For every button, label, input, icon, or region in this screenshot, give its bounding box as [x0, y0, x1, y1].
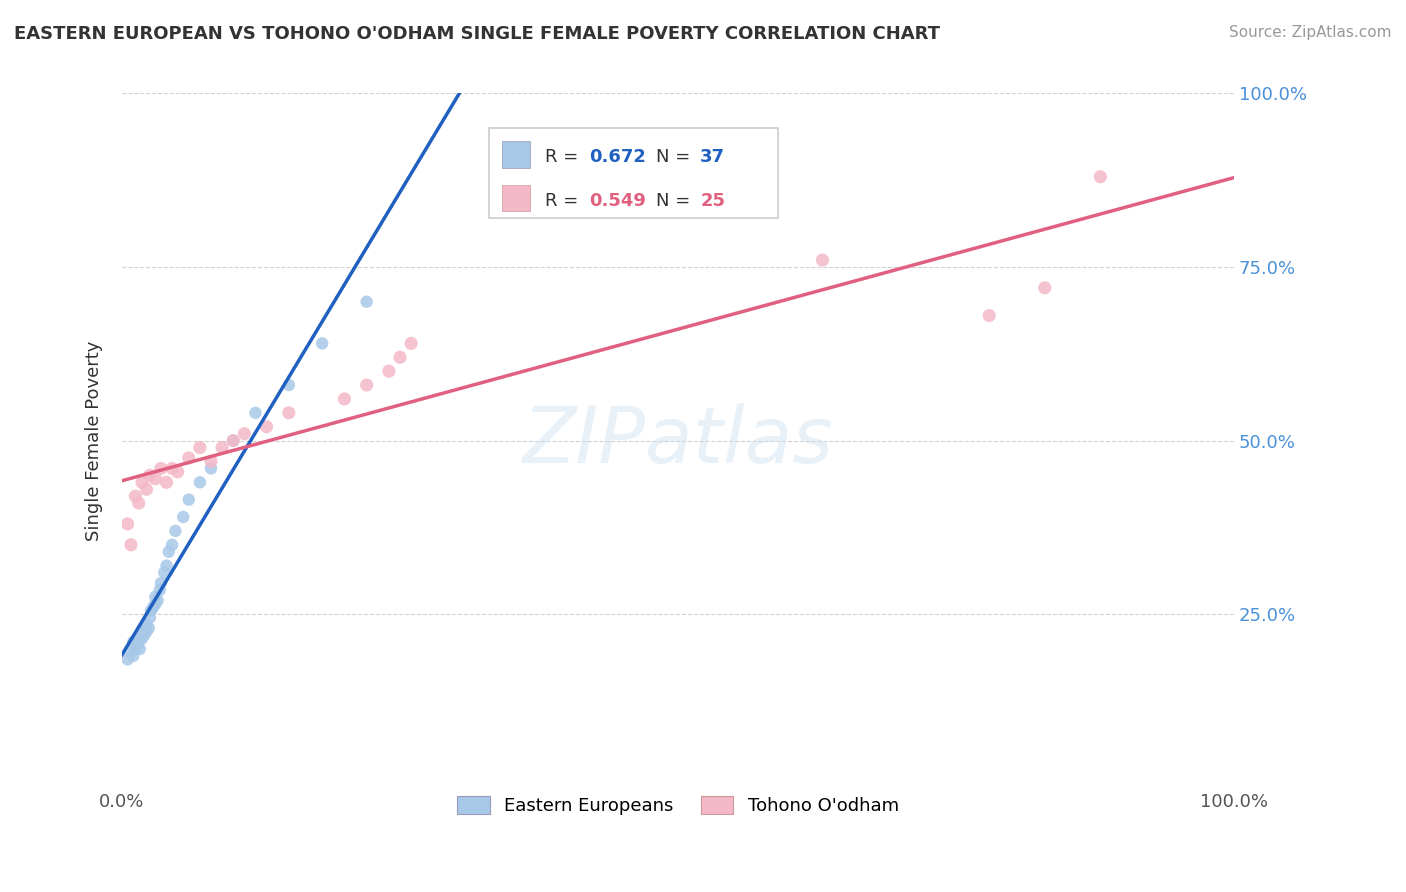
Text: R =: R =	[544, 148, 583, 166]
Text: 0.672: 0.672	[589, 148, 645, 166]
Text: 25: 25	[700, 192, 725, 210]
Point	[149, 461, 172, 475]
Point	[139, 604, 162, 618]
Point	[120, 538, 142, 552]
Point	[160, 461, 183, 475]
Point	[388, 351, 411, 365]
Point	[145, 597, 167, 611]
Point	[333, 392, 356, 406]
Point	[311, 336, 333, 351]
Point	[120, 645, 142, 659]
Point	[134, 621, 156, 635]
Point	[277, 406, 299, 420]
Point	[131, 475, 153, 490]
Point	[145, 472, 167, 486]
Point	[256, 419, 278, 434]
Text: Source: ZipAtlas.com: Source: ZipAtlas.com	[1229, 25, 1392, 40]
Legend: Eastern Europeans, Tohono O'odham: Eastern Europeans, Tohono O'odham	[449, 787, 908, 824]
FancyBboxPatch shape	[502, 141, 530, 168]
Point	[188, 441, 211, 455]
Point	[245, 406, 267, 420]
Point	[146, 593, 169, 607]
Point	[211, 441, 233, 455]
Text: ZIPatlas: ZIPatlas	[523, 402, 834, 479]
Text: N =: N =	[655, 192, 696, 210]
Point	[128, 642, 150, 657]
Point	[134, 628, 156, 642]
Y-axis label: Single Female Poverty: Single Female Poverty	[86, 341, 103, 541]
Point	[122, 648, 145, 663]
Point	[399, 336, 422, 351]
Point	[122, 635, 145, 649]
Point	[157, 545, 180, 559]
Point	[138, 621, 160, 635]
Point	[233, 426, 256, 441]
Text: EASTERN EUROPEAN VS TOHONO O'ODHAM SINGLE FEMALE POVERTY CORRELATION CHART: EASTERN EUROPEAN VS TOHONO O'ODHAM SINGL…	[14, 25, 941, 43]
Point	[117, 652, 139, 666]
Point	[356, 378, 378, 392]
Point	[1090, 169, 1112, 184]
Point	[277, 378, 299, 392]
Point	[135, 624, 157, 639]
Text: 37: 37	[700, 148, 725, 166]
Point	[139, 610, 162, 624]
Point	[142, 600, 165, 615]
FancyBboxPatch shape	[489, 128, 778, 219]
Point	[188, 475, 211, 490]
Point	[149, 576, 172, 591]
Text: 0.549: 0.549	[589, 192, 645, 210]
Text: N =: N =	[655, 148, 696, 166]
Point	[145, 590, 167, 604]
Point	[177, 492, 200, 507]
Point	[979, 309, 1001, 323]
Point	[155, 475, 177, 490]
Point	[124, 642, 146, 657]
Point	[131, 624, 153, 639]
Point	[155, 558, 177, 573]
Point	[811, 253, 834, 268]
Point	[165, 524, 187, 538]
Point	[200, 454, 222, 468]
Point	[160, 538, 183, 552]
Point	[1033, 281, 1056, 295]
Point	[222, 434, 245, 448]
Point	[177, 450, 200, 465]
Point	[356, 294, 378, 309]
Point	[128, 496, 150, 510]
Text: R =: R =	[544, 192, 583, 210]
Point	[124, 489, 146, 503]
Point	[127, 639, 149, 653]
Point	[128, 632, 150, 646]
Point	[117, 516, 139, 531]
Point	[139, 468, 162, 483]
Point	[131, 632, 153, 646]
Point	[135, 617, 157, 632]
Point	[378, 364, 401, 378]
Point	[172, 510, 194, 524]
Point	[200, 461, 222, 475]
Point	[166, 465, 188, 479]
Point	[222, 434, 245, 448]
Point	[149, 582, 172, 597]
Point	[135, 482, 157, 496]
FancyBboxPatch shape	[502, 185, 530, 211]
Point	[153, 566, 176, 580]
